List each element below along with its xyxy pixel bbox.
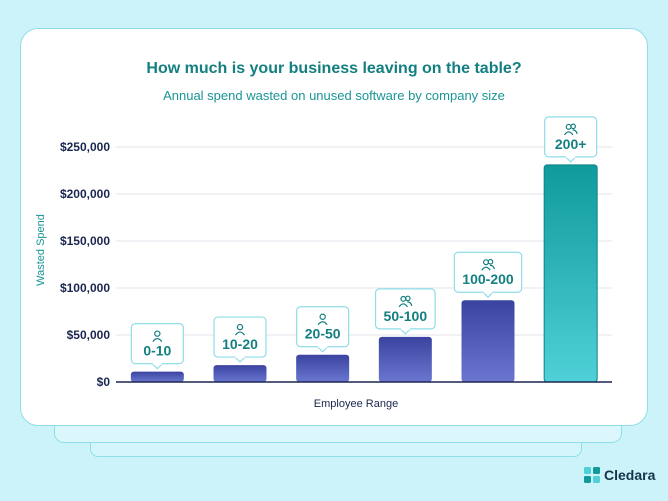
people-icon	[481, 258, 496, 271]
brand-logo: Cledara	[584, 467, 655, 483]
x-axis-label: Employee Range	[314, 398, 398, 410]
bar-50-100	[378, 336, 432, 382]
person-icon	[152, 330, 163, 343]
bar-label-50-100: 50-100	[374, 288, 436, 335]
card-stack-middle	[54, 424, 622, 443]
bar-label-10-20: 10-20	[213, 316, 267, 363]
y-axis-label: Wasted Spend	[35, 214, 47, 286]
bar-labels: 0-10 10-20 20-50 50-100 100-200 200+	[130, 116, 598, 370]
bar-label-0-10: 0-10	[130, 323, 184, 370]
person-icon	[317, 313, 328, 326]
bar-100-200	[461, 300, 515, 382]
bar-category-label: 200+	[555, 136, 587, 152]
bar-category-label: 20-50	[305, 326, 341, 342]
people-icon	[563, 123, 578, 136]
bar-category-label: 0-10	[143, 343, 171, 359]
cledara-logo-icon	[584, 467, 600, 483]
bar-label-100-200: 100-200	[453, 251, 523, 299]
y-tick-label: $150,000	[60, 234, 110, 248]
bar-label-200+: 200+	[544, 116, 598, 163]
y-tick-label: $200,000	[60, 187, 110, 201]
y-tick-label: $100,000	[60, 281, 110, 295]
y-tick-label: $0	[97, 375, 111, 389]
bars	[130, 164, 598, 383]
bar-category-label: 50-100	[384, 308, 428, 324]
person-icon	[235, 323, 245, 336]
y-axis-ticks: $0 $50,000 $100,000 $150,000 $200,000 $250,00…	[60, 140, 110, 389]
bar-label-20-50: 20-50	[296, 306, 350, 353]
bar-10-20	[213, 365, 267, 382]
gridlines	[116, 146, 612, 336]
bar-category-label: 100-200	[462, 271, 514, 287]
chart-subtitle: Annual spend wasted on unused software b…	[163, 88, 505, 103]
bar-200+	[543, 164, 598, 383]
bar-category-label: 10-20	[222, 336, 258, 352]
y-tick-label: $250,000	[60, 140, 110, 154]
y-tick-label: $50,000	[67, 328, 111, 342]
chart-title: How much is your business leaving on the…	[146, 60, 522, 77]
bar-20-50	[296, 354, 350, 382]
bar-0-10	[130, 371, 184, 382]
people-icon	[398, 295, 413, 308]
brand-name: Cledara	[604, 467, 656, 483]
